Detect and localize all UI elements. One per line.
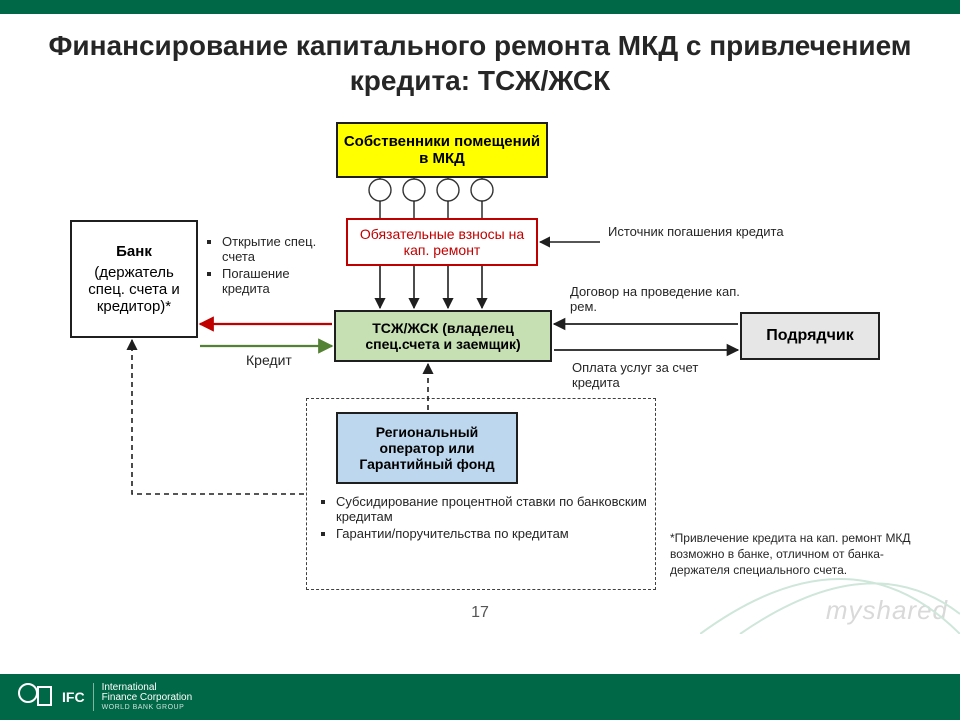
node-owners: Собственники помещений в МКД: [336, 122, 548, 178]
slide-title: Финансирование капитального ремонта МКД …: [0, 28, 960, 98]
node-regop-label: Региональный оператор или Гарантийный фо…: [342, 424, 512, 472]
slide-body: Финансирование капитального ремонта МКД …: [0, 14, 960, 674]
node-tszh-label: ТСЖ/ЖСК (владелец спец.счета и заемщик): [340, 320, 546, 352]
footer-logo-text: IFC: [62, 689, 85, 705]
annot-footnote: *Привлечение кредита на кап. ремонт МКД …: [670, 530, 934, 579]
annot-regop-list: Субсидирование процентной ставки по банк…: [322, 492, 648, 543]
annot-open-repay: Открытие спец. счета Погашение кредита: [208, 232, 338, 298]
node-fees: Обязательные взносы на кап. ремонт: [346, 218, 538, 266]
annot-regop-list-0: Субсидирование процентной ставки по банк…: [336, 494, 648, 524]
node-contractor: Подрядчик: [740, 312, 880, 360]
top-bar: [0, 0, 960, 14]
node-contractor-label: Подрядчик: [766, 327, 853, 345]
footer-sub: WORLD BANK GROUP: [102, 704, 193, 711]
node-regop: Региональный оператор или Гарантийный фо…: [336, 412, 518, 484]
annot-regop-list-1: Гарантии/поручительства по кредитам: [336, 526, 648, 541]
annot-credit: Кредит: [246, 352, 292, 368]
annot-open-repay-1: Погашение кредита: [222, 266, 338, 296]
node-fees-label: Обязательные взносы на кап. ремонт: [352, 226, 532, 258]
annot-payment: Оплата услуг за счет кредита: [572, 360, 742, 390]
annot-contract: Договор на проведение кап. рем.: [570, 284, 740, 314]
annot-open-repay-0: Открытие спец. счета: [222, 234, 338, 264]
node-bank-line1: Банк: [116, 243, 152, 260]
watermark: myshared: [826, 595, 948, 626]
node-bank: Банк (держатель спец. счета и кредитор)*: [70, 220, 198, 338]
footer-tagline2: Finance Corporation: [102, 693, 193, 704]
page-number: 17: [471, 604, 489, 622]
node-owners-label: Собственники помещений в МКД: [342, 133, 542, 167]
node-tszh: ТСЖ/ЖСК (владелец спец.счета и заемщик): [334, 310, 552, 362]
node-bank-line2: (держатель спец. счета и кредитор)*: [76, 264, 192, 315]
annot-source: Источник погашения кредита: [608, 224, 788, 239]
footer-bar: IFC International Finance Corporation WO…: [0, 674, 960, 720]
footer-logo: IFC International Finance Corporation WO…: [18, 683, 192, 711]
